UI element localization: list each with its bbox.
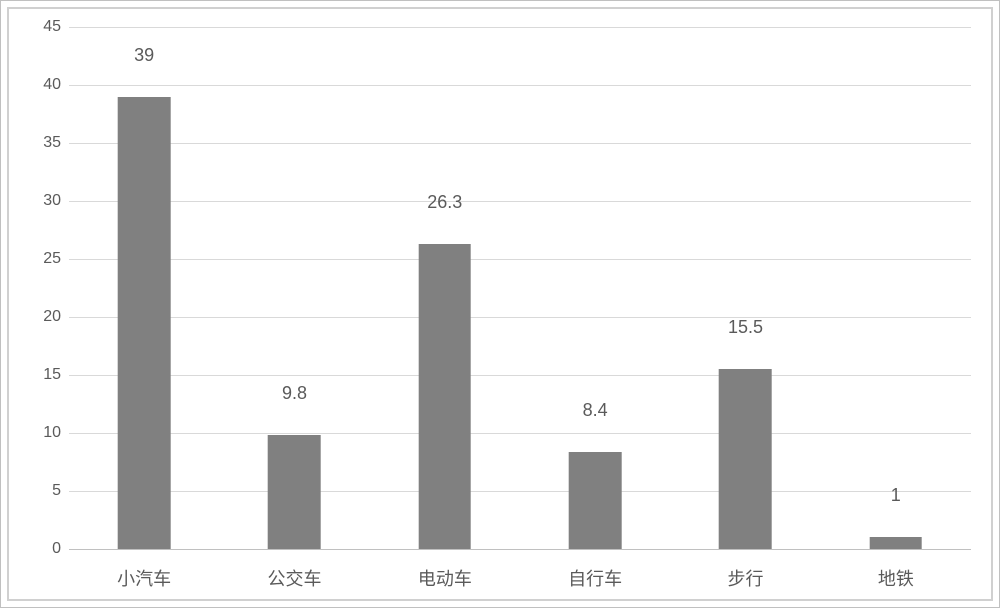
bar	[569, 452, 622, 549]
bar-slot: 9.8	[219, 27, 369, 549]
bars-group: 39 9.8 26.3 8.4 15.5 1	[69, 27, 971, 549]
y-tick-label: 15	[21, 366, 61, 384]
bar-value-label: 39	[134, 45, 154, 71]
bar-slot: 26.3	[370, 27, 520, 549]
bar	[419, 244, 472, 549]
bar-slot: 39	[69, 27, 219, 549]
y-tick-label: 20	[21, 308, 61, 326]
x-tick-label: 地铁	[878, 565, 914, 591]
y-tick-label: 0	[21, 540, 61, 558]
y-tick-label: 25	[21, 250, 61, 268]
x-tick-label: 电动车	[418, 565, 472, 591]
x-tick-label: 自行车	[568, 565, 622, 591]
chart-container: 0 5 10 15 20 25 30 35 40 45 39 9.8 26.3 8.4 15.5 1 小汽车…	[0, 0, 1000, 608]
grid-line	[69, 549, 971, 550]
x-axis-labels: 小汽车 公交车 电动车 自行车 步行 地铁	[69, 553, 971, 599]
bar	[268, 435, 321, 549]
bar-slot: 8.4	[520, 27, 670, 549]
y-tick-label: 45	[21, 18, 61, 36]
x-tick-label: 小汽车	[117, 565, 171, 591]
bar-slot: 15.5	[670, 27, 820, 549]
plot-area: 051015202530354045 399.826.38.415.51	[69, 27, 971, 549]
bar	[719, 369, 772, 549]
x-tick-label: 步行	[728, 565, 764, 591]
y-tick-label: 5	[21, 482, 61, 500]
bar-value-label: 26.3	[427, 192, 462, 218]
y-tick-label: 30	[21, 192, 61, 210]
chart-frame: 0 5 10 15 20 25 30 35 40 45 39 9.8 26.3 8.4 15.5 1 小汽车…	[7, 7, 993, 601]
bar	[870, 537, 923, 549]
y-tick-label: 35	[21, 134, 61, 152]
bar-value-label: 1	[891, 485, 901, 511]
x-tick-label: 公交车	[268, 565, 322, 591]
bar-value-label: 8.4	[583, 400, 608, 426]
y-tick-label: 40	[21, 76, 61, 94]
bar-value-label: 9.8	[282, 383, 307, 409]
bar	[118, 97, 171, 549]
bar-value-label: 15.5	[728, 317, 763, 343]
bar-slot: 1	[821, 27, 971, 549]
y-tick-label: 10	[21, 424, 61, 442]
